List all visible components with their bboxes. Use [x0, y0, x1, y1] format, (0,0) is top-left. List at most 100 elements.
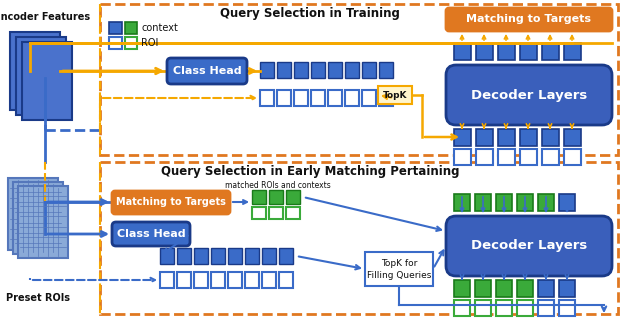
Bar	[228, 248, 242, 264]
Bar	[498, 43, 515, 60]
FancyBboxPatch shape	[446, 8, 612, 31]
Bar	[564, 43, 581, 60]
Bar	[345, 90, 359, 106]
Bar	[286, 207, 300, 219]
Bar	[498, 149, 515, 165]
Bar	[496, 194, 512, 211]
Bar	[109, 22, 122, 34]
Bar	[211, 272, 225, 288]
Bar	[260, 90, 274, 106]
Bar	[564, 149, 581, 165]
FancyBboxPatch shape	[446, 216, 612, 276]
Bar	[260, 62, 274, 78]
Bar	[177, 272, 191, 288]
Text: Class Head: Class Head	[173, 66, 241, 76]
Bar	[476, 149, 493, 165]
Bar	[328, 90, 342, 106]
Bar	[22, 42, 72, 120]
Text: ROI: ROI	[141, 38, 159, 48]
Bar	[160, 272, 174, 288]
Text: Query Selection in Early Matching Pertaining: Query Selection in Early Matching Pertai…	[160, 164, 459, 177]
Bar	[228, 272, 242, 288]
Bar	[18, 186, 68, 258]
Bar	[542, 129, 559, 146]
Text: context: context	[141, 23, 178, 33]
Bar	[100, 162, 618, 314]
Bar	[109, 37, 122, 49]
Bar	[498, 129, 515, 146]
Bar	[520, 149, 537, 165]
Bar	[16, 37, 66, 115]
Bar	[245, 248, 259, 264]
Bar	[454, 280, 470, 297]
Bar	[538, 280, 554, 297]
Bar	[328, 62, 342, 78]
Text: Filling Queries: Filling Queries	[367, 271, 431, 280]
Bar	[475, 280, 491, 297]
Bar	[311, 62, 325, 78]
Bar	[362, 90, 376, 106]
Bar	[542, 149, 559, 165]
Bar	[362, 62, 376, 78]
Bar	[475, 300, 491, 316]
Bar	[517, 300, 533, 316]
Bar	[100, 4, 618, 155]
Bar	[245, 272, 259, 288]
Bar	[365, 252, 433, 286]
Bar	[454, 129, 471, 146]
Bar	[277, 62, 291, 78]
Bar	[496, 280, 512, 297]
Bar	[378, 86, 412, 104]
Bar	[475, 194, 491, 211]
Bar	[538, 300, 554, 316]
Bar	[496, 300, 512, 316]
FancyBboxPatch shape	[112, 191, 230, 214]
Bar	[252, 207, 266, 219]
Bar	[269, 190, 283, 204]
Text: Encoder Features: Encoder Features	[0, 12, 90, 22]
Bar	[517, 280, 533, 297]
Bar	[125, 22, 137, 34]
Bar	[454, 149, 471, 165]
Bar	[311, 90, 325, 106]
Bar	[476, 43, 493, 60]
Bar	[454, 300, 470, 316]
FancyBboxPatch shape	[112, 222, 190, 246]
Bar	[345, 62, 359, 78]
Bar	[286, 190, 300, 204]
Text: Matching to Targets: Matching to Targets	[116, 197, 226, 207]
Bar	[542, 43, 559, 60]
Bar	[194, 272, 208, 288]
Bar	[294, 62, 308, 78]
Bar	[520, 43, 537, 60]
Bar	[294, 90, 308, 106]
Bar	[559, 300, 575, 316]
Bar	[454, 194, 470, 211]
Text: Query Selection in Training: Query Selection in Training	[220, 8, 400, 20]
Bar	[269, 207, 283, 219]
Bar	[379, 90, 393, 106]
Text: Decoder Layers: Decoder Layers	[471, 88, 587, 101]
Bar	[160, 248, 174, 264]
Bar	[262, 272, 276, 288]
Bar	[279, 248, 293, 264]
Bar	[277, 90, 291, 106]
Bar	[379, 62, 393, 78]
FancyBboxPatch shape	[167, 58, 247, 84]
Bar	[10, 32, 60, 110]
Bar	[194, 248, 208, 264]
Bar	[252, 190, 266, 204]
Text: TopK for: TopK for	[381, 259, 417, 267]
Bar	[177, 248, 191, 264]
Bar	[520, 129, 537, 146]
Text: TopK: TopK	[383, 91, 407, 100]
Text: Decoder Layers: Decoder Layers	[471, 239, 587, 252]
Bar	[211, 248, 225, 264]
Bar	[454, 43, 471, 60]
Bar	[476, 129, 493, 146]
Text: Class Head: Class Head	[117, 229, 185, 239]
Bar	[538, 194, 554, 211]
Bar	[279, 272, 293, 288]
FancyBboxPatch shape	[446, 65, 612, 125]
Text: Matching to Targets: Matching to Targets	[466, 14, 592, 24]
